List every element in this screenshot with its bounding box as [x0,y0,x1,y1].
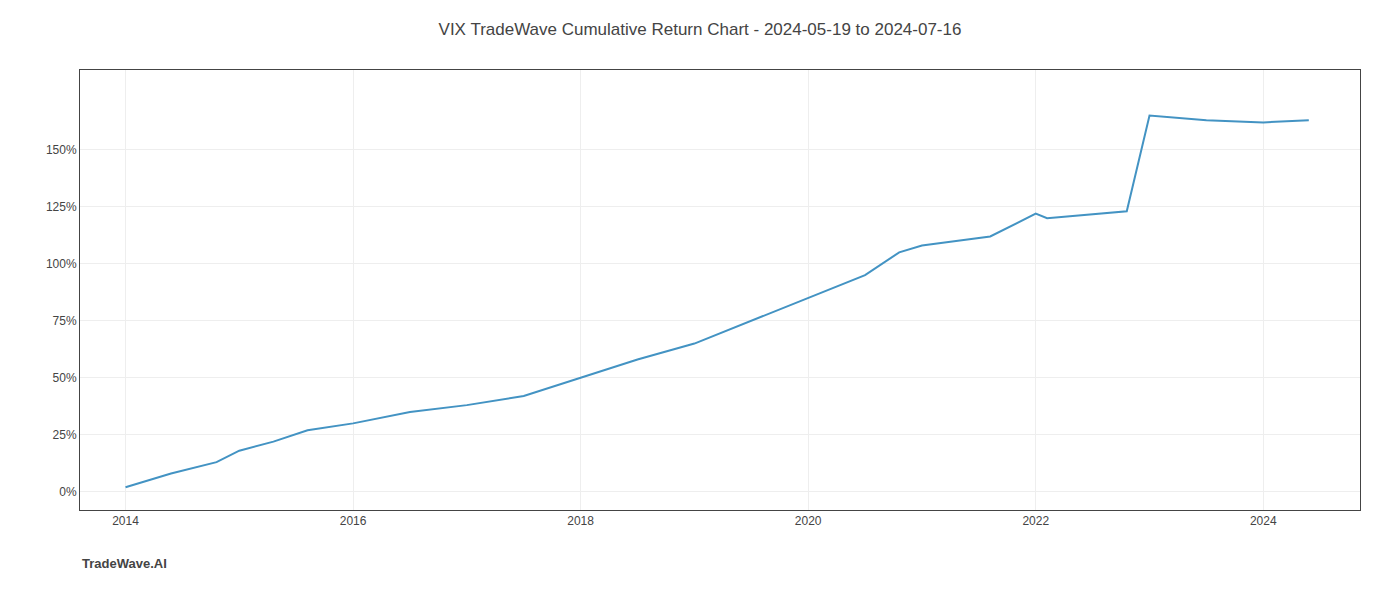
svg-text:2014: 2014 [112,514,139,528]
svg-text:25%: 25% [53,428,77,442]
svg-text:50%: 50% [53,371,77,385]
svg-text:2020: 2020 [795,514,822,528]
svg-text:100%: 100% [46,257,77,271]
svg-text:TradeWave.AI: TradeWave.AI [82,556,167,571]
svg-text:2018: 2018 [567,514,594,528]
svg-text:150%: 150% [46,143,77,157]
svg-text:0%: 0% [59,485,77,499]
svg-text:125%: 125% [46,200,77,214]
svg-text:2024: 2024 [1250,514,1277,528]
svg-text:VIX TradeWave Cumulative Retur: VIX TradeWave Cumulative Return Chart - … [439,20,962,39]
svg-text:75%: 75% [53,314,77,328]
svg-text:2022: 2022 [1022,514,1049,528]
svg-text:2016: 2016 [340,514,367,528]
